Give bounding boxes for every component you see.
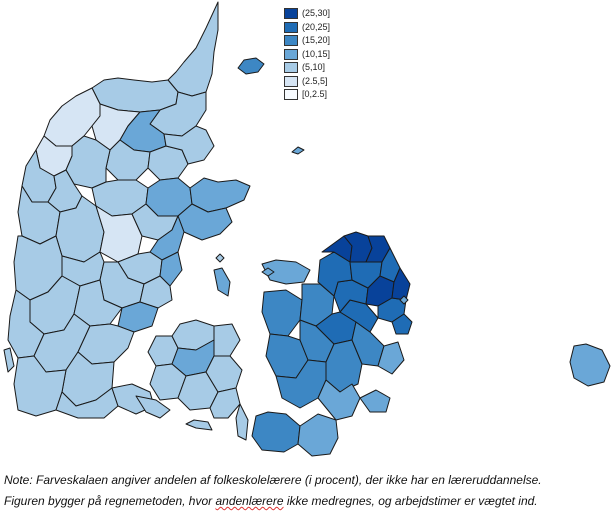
legend-item: [0,2.5]: [284, 88, 330, 102]
region-bornholm: [569, 343, 611, 387]
legend-swatch: [284, 35, 298, 47]
legend-item: (15,20]: [284, 34, 330, 48]
region-moen: [359, 389, 391, 413]
figure-note: Note: Farveskalaen angiver andelen af fo…: [4, 470, 612, 512]
legend-swatch: [284, 21, 298, 33]
denmark-choropleth-map: [3, 1, 611, 457]
region-tasinge: [135, 395, 171, 419]
legend-label: (2.5,5]: [302, 75, 328, 86]
region-guldborgsund: [297, 413, 339, 457]
legend-label: (20,25]: [302, 21, 331, 32]
region-ven: [399, 295, 409, 305]
region-taarnby: [391, 313, 413, 335]
legend-label: (10,15]: [302, 48, 331, 59]
region-samsoe: [213, 267, 231, 297]
region-stevns-coast: [377, 341, 405, 375]
legend-item: (5,10]: [284, 61, 330, 75]
legend-swatch: [284, 89, 298, 101]
legend-label: (25,30]: [302, 8, 331, 19]
region-laesoe: [237, 57, 265, 75]
region-kerteminde: [213, 323, 241, 357]
region-fanoe: [3, 347, 15, 373]
region-gentofte: [391, 267, 411, 301]
legend-item: (10,15]: [284, 48, 330, 62]
region-norddjurs: [189, 177, 251, 213]
legend-label: (5,10]: [302, 62, 326, 73]
region-vordingborg: [317, 379, 361, 421]
region-anholt: [291, 146, 305, 155]
legend-swatch: [284, 62, 298, 74]
region-aeroe: [185, 419, 213, 431]
legend: (25,30] (20,25] (15,20] (10,15] (5,10] (2.5,5…: [284, 7, 330, 102]
legend-swatch: [284, 8, 298, 20]
legend-item: (20,25]: [284, 21, 330, 35]
region-kalundborg: [261, 289, 303, 337]
note-line-2: Figuren bygger på regnemetoden, hvor and…: [4, 491, 612, 512]
legend-label: [0,2.5]: [302, 89, 328, 100]
legend-swatch: [284, 75, 298, 87]
region-sejeroe: [261, 267, 275, 277]
region-odder: [159, 251, 183, 287]
note-line-2-start: Figuren bygger på regnemetoden, hvor: [4, 494, 216, 508]
note-line-1: Note: Farveskalaen angiver andelen af fo…: [4, 473, 542, 487]
region-langeland: [235, 403, 249, 441]
legend-item: (25,30]: [284, 7, 330, 21]
legend-swatch: [284, 48, 298, 60]
region-endelave: [215, 253, 225, 263]
note-line-2-end: ikke medregnes, og arbejdstimer er vægte…: [283, 494, 538, 508]
legend-item: (2.5,5]: [284, 75, 330, 89]
note-flagged-word: andenlærere: [215, 494, 284, 508]
legend-label: (15,20]: [302, 35, 331, 46]
region-odsherred: [261, 259, 311, 285]
region-thisted: [43, 87, 101, 147]
region-lolland: [251, 411, 301, 453]
region-mariagerfjord: [163, 125, 215, 165]
region-frederikshavn: [167, 1, 219, 97]
